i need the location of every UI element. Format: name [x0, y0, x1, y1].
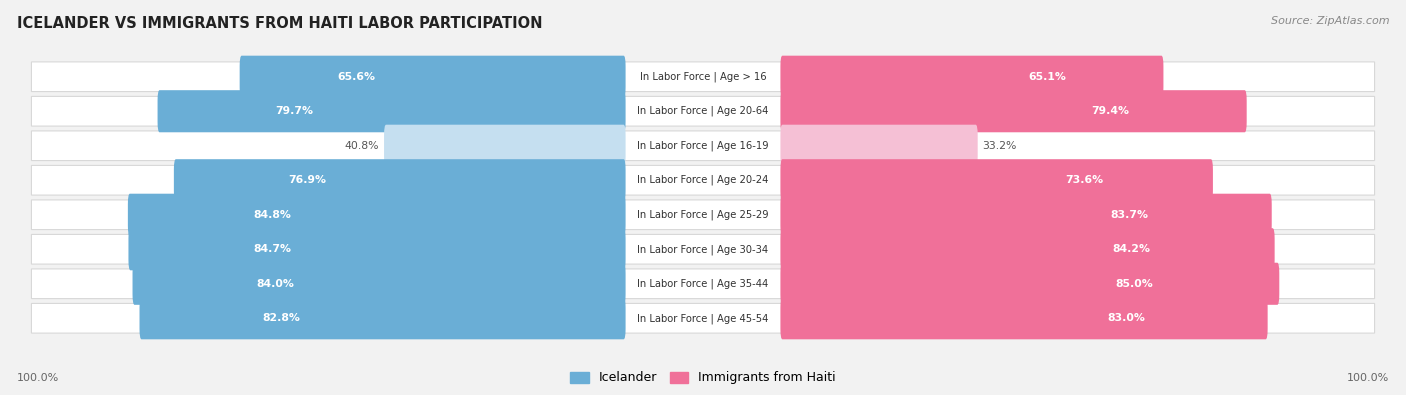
Text: Source: ZipAtlas.com: Source: ZipAtlas.com — [1271, 16, 1389, 26]
Text: In Labor Force | Age 25-29: In Labor Force | Age 25-29 — [637, 209, 769, 220]
Text: 79.4%: 79.4% — [1091, 106, 1129, 116]
FancyBboxPatch shape — [780, 56, 1163, 98]
Text: 65.1%: 65.1% — [1029, 72, 1067, 82]
FancyBboxPatch shape — [780, 263, 1279, 305]
Text: 73.6%: 73.6% — [1066, 175, 1104, 185]
Text: 84.8%: 84.8% — [253, 210, 291, 220]
FancyBboxPatch shape — [31, 269, 1375, 299]
Text: ICELANDER VS IMMIGRANTS FROM HAITI LABOR PARTICIPATION: ICELANDER VS IMMIGRANTS FROM HAITI LABOR… — [17, 16, 543, 31]
FancyBboxPatch shape — [31, 131, 1375, 161]
Text: 84.7%: 84.7% — [253, 244, 291, 254]
Text: In Labor Force | Age 45-54: In Labor Force | Age 45-54 — [637, 313, 769, 324]
Text: 33.2%: 33.2% — [983, 141, 1017, 151]
Text: 100.0%: 100.0% — [17, 373, 59, 383]
Text: In Labor Force | Age 16-19: In Labor Force | Age 16-19 — [637, 141, 769, 151]
Text: In Labor Force | Age 35-44: In Labor Force | Age 35-44 — [637, 278, 769, 289]
Text: 82.8%: 82.8% — [262, 313, 299, 323]
Text: 83.7%: 83.7% — [1109, 210, 1147, 220]
Text: 84.2%: 84.2% — [1112, 244, 1150, 254]
Text: 100.0%: 100.0% — [1347, 373, 1389, 383]
FancyBboxPatch shape — [780, 90, 1247, 132]
Legend: Icelander, Immigrants from Haiti: Icelander, Immigrants from Haiti — [565, 367, 841, 389]
FancyBboxPatch shape — [780, 194, 1271, 236]
FancyBboxPatch shape — [174, 159, 626, 201]
Text: In Labor Force | Age > 16: In Labor Force | Age > 16 — [640, 71, 766, 82]
FancyBboxPatch shape — [780, 125, 977, 167]
FancyBboxPatch shape — [139, 297, 626, 339]
Text: 85.0%: 85.0% — [1116, 279, 1153, 289]
FancyBboxPatch shape — [31, 200, 1375, 229]
FancyBboxPatch shape — [128, 228, 626, 270]
Text: In Labor Force | Age 30-34: In Labor Force | Age 30-34 — [637, 244, 769, 254]
FancyBboxPatch shape — [31, 166, 1375, 195]
Text: 84.0%: 84.0% — [257, 279, 295, 289]
FancyBboxPatch shape — [31, 62, 1375, 92]
Text: 40.8%: 40.8% — [344, 141, 380, 151]
FancyBboxPatch shape — [157, 90, 626, 132]
Text: 65.6%: 65.6% — [337, 72, 375, 82]
FancyBboxPatch shape — [31, 303, 1375, 333]
FancyBboxPatch shape — [780, 297, 1268, 339]
FancyBboxPatch shape — [132, 263, 626, 305]
Text: 83.0%: 83.0% — [1107, 313, 1144, 323]
Text: 79.7%: 79.7% — [276, 106, 314, 116]
FancyBboxPatch shape — [780, 228, 1275, 270]
Text: 76.9%: 76.9% — [288, 175, 326, 185]
FancyBboxPatch shape — [780, 159, 1213, 201]
FancyBboxPatch shape — [31, 234, 1375, 264]
FancyBboxPatch shape — [384, 125, 626, 167]
Text: In Labor Force | Age 20-24: In Labor Force | Age 20-24 — [637, 175, 769, 186]
Text: In Labor Force | Age 20-64: In Labor Force | Age 20-64 — [637, 106, 769, 117]
FancyBboxPatch shape — [128, 194, 626, 236]
FancyBboxPatch shape — [239, 56, 626, 98]
FancyBboxPatch shape — [31, 96, 1375, 126]
